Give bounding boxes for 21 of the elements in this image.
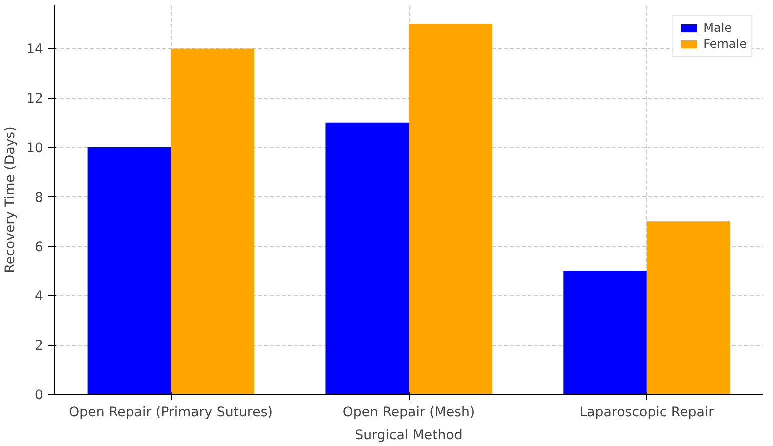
bar bbox=[646, 222, 730, 394]
legend-label: Male bbox=[704, 21, 732, 35]
y-axis-title: Recovery Time (Days) bbox=[4, 126, 19, 274]
bar bbox=[409, 24, 492, 394]
bar bbox=[564, 271, 647, 394]
y-tick-label: 12 bbox=[26, 92, 44, 108]
x-tick-label: Open Repair (Primary Sutures) bbox=[69, 406, 273, 420]
y-tick-label: 0 bbox=[35, 388, 44, 404]
bar bbox=[88, 148, 172, 394]
bar bbox=[171, 48, 254, 394]
x-tick-label: Laparoscopic Repair bbox=[580, 406, 715, 420]
bar bbox=[326, 122, 409, 394]
x-tick-label: Open Repair (Mesh) bbox=[342, 406, 476, 420]
y-tick-label: 4 bbox=[35, 290, 44, 305]
y-tick-label: 8 bbox=[35, 190, 44, 206]
y-tick-label: 10 bbox=[26, 142, 44, 157]
x-axis-title: Surgical Method bbox=[355, 428, 463, 444]
y-tick-label: 14 bbox=[26, 42, 44, 58]
legend-label: Female bbox=[704, 37, 747, 51]
y-tick-label: 6 bbox=[35, 240, 44, 256]
y-tick-label: 2 bbox=[35, 339, 44, 354]
